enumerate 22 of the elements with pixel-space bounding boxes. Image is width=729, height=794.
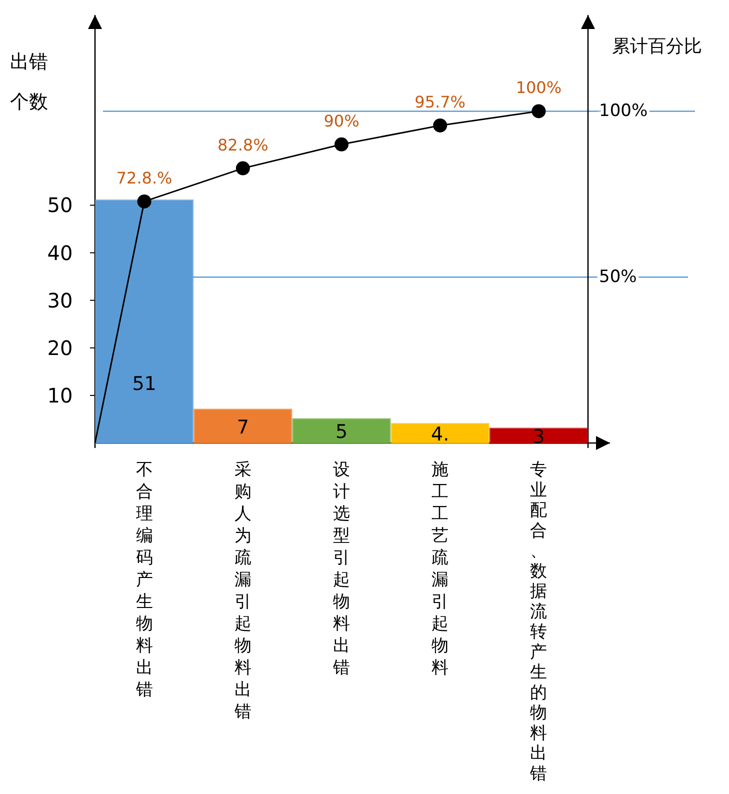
- category-label: 采购人为疏漏引起物料出错: [234, 460, 252, 722]
- data-label: 95.7%: [414, 92, 466, 112]
- y2-axis-title: 累计百分比: [612, 36, 702, 57]
- data-label: 72.8.%: [116, 168, 172, 188]
- data-label: 5: [335, 421, 348, 444]
- data-label: 100%: [516, 78, 562, 98]
- category-label: 不合理编码产生物料出错: [136, 460, 153, 700]
- category-label: 设计选型引起物料出错: [333, 460, 350, 678]
- y-tick-label: 10: [47, 383, 73, 408]
- data-label: 82.8%: [217, 135, 268, 154]
- y-tick-label: 50: [47, 193, 73, 218]
- data-label: 7: [236, 416, 249, 438]
- category-label: 施工工艺疏漏引起物料: [432, 460, 449, 678]
- category-label: 专业配合、数据流转产生的物料出错: [530, 460, 548, 784]
- y-tick-label: 30: [47, 288, 73, 312]
- data-label: 4.: [431, 423, 450, 446]
- y-tick-label: 40: [47, 240, 73, 265]
- data-label: 3: [532, 426, 545, 448]
- y-tick-label: 20: [47, 336, 73, 360]
- y-axis-title: 出错个数: [10, 51, 48, 113]
- data-label: 51: [132, 373, 156, 395]
- data-label: 90%: [324, 111, 360, 130]
